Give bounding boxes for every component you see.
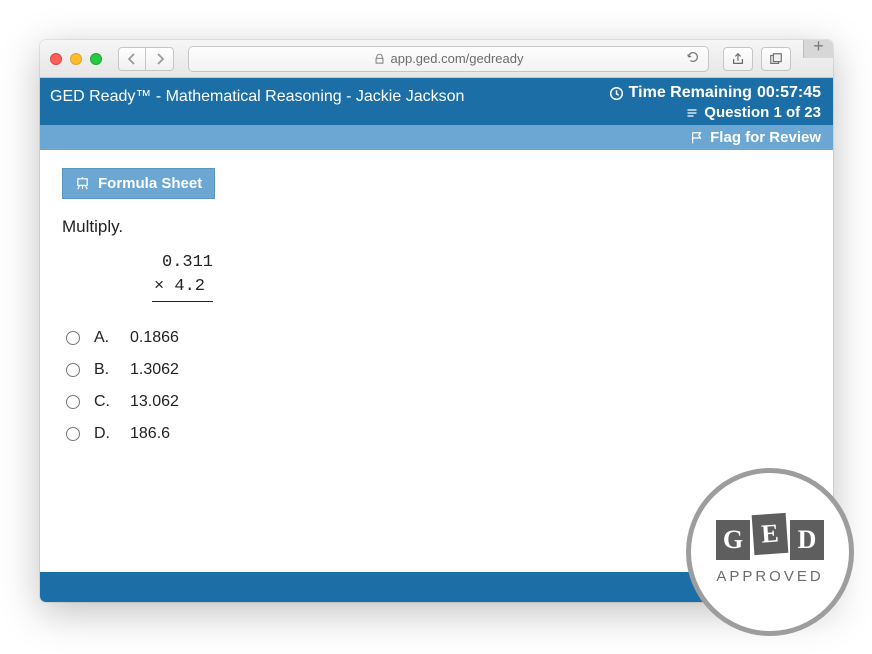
flag-icon (690, 131, 704, 145)
question-prompt: Multiply. (62, 217, 811, 237)
choice-letter: D. (94, 425, 116, 443)
chevron-right-icon (152, 51, 168, 67)
choice-letter: A. (94, 329, 116, 347)
question-icon (685, 107, 699, 119)
exam-subheader: Flag for Review (40, 125, 833, 150)
back-button[interactable] (118, 47, 146, 71)
choice-value: 13.062 (130, 393, 179, 411)
flag-for-review-button[interactable]: Flag for Review (710, 129, 821, 146)
answer-choices: A. 0.1866 B. 1.3062 C. 13.062 D. 186.6 (62, 322, 811, 450)
window-controls (50, 53, 102, 65)
reload-icon (686, 50, 700, 64)
forward-button[interactable] (146, 47, 174, 71)
choice-letter: C. (94, 393, 116, 411)
operand-2: × 4.2 (152, 275, 213, 302)
choice-a[interactable]: A. 0.1866 (62, 322, 811, 354)
choice-value: 186.6 (130, 425, 170, 443)
math-expression: 0.311 × 4.2 (152, 251, 213, 302)
time-remaining-value: 00:57:45 (757, 84, 821, 102)
choice-value: 0.1866 (130, 329, 179, 347)
time-remaining-label: Time Remaining (629, 84, 752, 102)
choice-value: 1.3062 (130, 361, 179, 379)
share-button[interactable] (723, 47, 753, 71)
new-tab-button[interactable]: + (803, 40, 833, 58)
easel-icon (75, 176, 90, 191)
choice-b[interactable]: B. 1.3062 (62, 354, 811, 386)
lock-icon (374, 53, 385, 65)
tabs-icon (769, 52, 783, 66)
clock-icon (609, 86, 624, 101)
exam-header: GED Ready™ - Mathematical Reasoning - Ja… (40, 78, 833, 125)
choice-letter: B. (94, 361, 116, 379)
choice-d[interactable]: D. 186.6 (62, 418, 811, 450)
minimize-window-button[interactable] (70, 53, 82, 65)
tile-e: E (752, 512, 789, 554)
browser-titlebar: app.ged.com/gedready + (40, 40, 833, 78)
share-icon (731, 52, 745, 66)
formula-sheet-button[interactable]: Formula Sheet (62, 168, 215, 199)
approved-text: APPROVED (716, 568, 823, 585)
choice-c-radio[interactable] (66, 395, 80, 409)
tile-g: G (716, 520, 750, 560)
question-counter: Question 1 of 23 (704, 104, 821, 121)
tabs-button[interactable] (761, 47, 791, 71)
operand-1: 0.311 (152, 251, 213, 275)
ged-approved-badge: G E D APPROVED (686, 468, 854, 636)
url-text: app.ged.com/gedready (391, 51, 524, 66)
close-window-button[interactable] (50, 53, 62, 65)
choice-c[interactable]: C. 13.062 (62, 386, 811, 418)
reload-button[interactable] (686, 50, 700, 68)
nav-buttons (118, 47, 174, 71)
zoom-window-button[interactable] (90, 53, 102, 65)
chevron-left-icon (124, 51, 140, 67)
choice-a-radio[interactable] (66, 331, 80, 345)
ged-logo: G E D (716, 520, 824, 560)
exam-title: GED Ready™ - Mathematical Reasoning - Ja… (50, 84, 464, 106)
url-bar[interactable]: app.ged.com/gedready (188, 46, 709, 72)
tile-d: D (790, 520, 824, 560)
formula-sheet-label: Formula Sheet (98, 175, 202, 192)
choice-b-radio[interactable] (66, 363, 80, 377)
choice-d-radio[interactable] (66, 427, 80, 441)
